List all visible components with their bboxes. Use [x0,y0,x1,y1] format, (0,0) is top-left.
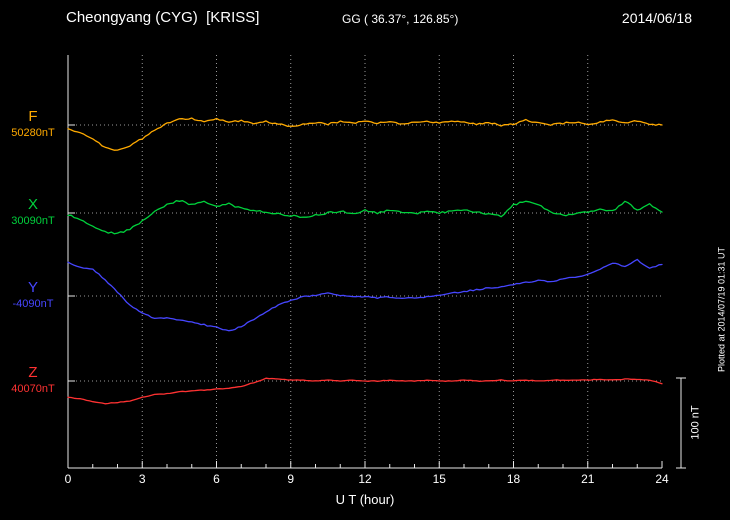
x-tick-label: 24 [655,472,669,486]
station-title: Cheongyang (CYG) [KRISS] [66,9,260,26]
series-name-y: Y [27,279,38,296]
x-tick-label: 9 [287,472,295,486]
x-tick-label: 15 [432,472,446,486]
observation-date: 2014/06/18 [621,10,692,26]
series-baseline-y: -4090nT [12,298,54,310]
x-tick-label: 18 [506,472,521,486]
x-tick-label: 0 [64,472,72,486]
series-label-y: Y -4090nT [4,280,62,310]
series-baseline-f: 50280nT [11,127,55,139]
series-baseline-x: 30090nT [11,215,55,227]
series-label-x: X 30090nT [4,197,62,227]
x-tick-label: 6 [213,472,220,486]
series-name-z: Z [28,364,38,381]
series-name-x: X [27,196,38,213]
trace-x [67,200,663,235]
scale-bar-label: 100 nT [689,405,702,440]
x-tick-label: 12 [358,472,372,486]
series-label-f: F 50280nT [4,109,62,139]
series-name-f: F [28,108,38,125]
series-label-z: Z 40070nT [4,365,62,395]
x-axis-title: U T (hour) [335,492,395,507]
plotted-at-note: Plotted at 2014/07/19 01:31 UT [716,246,727,373]
series-baseline-z: 40070nT [11,383,55,395]
trace-f [67,117,663,151]
station-coordinates: GG ( 36.37°, 126.85°) [342,12,459,26]
x-tick-label: 21 [581,472,595,486]
trace-y [67,258,663,332]
x-tick-label: 3 [138,472,146,486]
trace-z [67,377,663,405]
